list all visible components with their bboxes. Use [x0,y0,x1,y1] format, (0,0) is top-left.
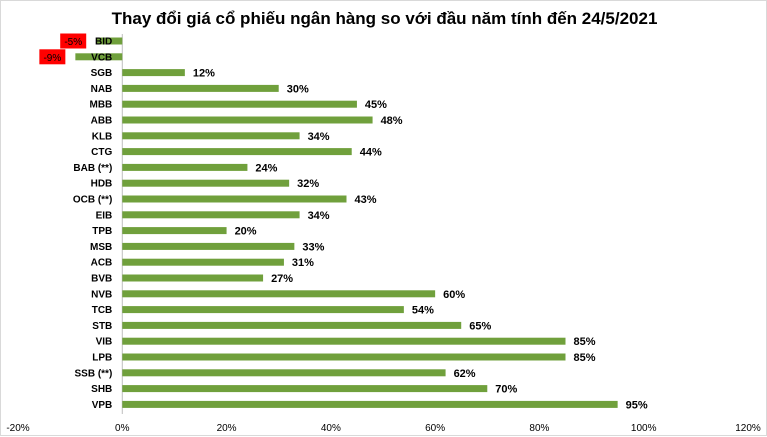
bar-ctg [122,148,352,156]
bar-lpb [122,353,566,361]
category-label: MBB [90,100,113,111]
category-label: VPB [92,400,113,411]
category-label: OCB (**) [73,195,112,206]
data-label: 32% [297,178,319,190]
data-label: 34% [308,210,330,222]
x-tick-label: 0% [115,423,130,434]
data-label: -9% [43,53,61,64]
data-label: 45% [365,99,387,111]
bar-tcb [122,306,404,314]
bar-ssb [122,369,446,377]
category-label: LPB [92,353,112,364]
category-label: VIB [96,337,113,348]
x-tick-label: 20% [217,423,237,434]
data-label: 27% [271,273,293,285]
x-tick-label: 120% [735,423,761,434]
chart-title: Thay đổi giá cổ phiếu ngân hàng so với đ… [111,9,658,28]
data-label: -5% [64,37,82,48]
category-label: NAB [91,84,113,95]
bar-nab [122,84,279,92]
x-tick-label: -20% [6,423,29,434]
category-label: CTG [91,147,112,158]
data-label: 20% [235,226,257,238]
bar-bvb [122,274,264,282]
category-label: TCB [92,305,113,316]
bar-vib [122,337,566,345]
data-label: 34% [308,131,330,143]
category-label: ACB [91,258,113,269]
bar-tpb [122,227,227,235]
bar-vcb [75,53,123,61]
data-label: 12% [193,68,215,80]
category-label: BID [95,37,112,48]
data-label: 85% [574,336,596,348]
x-tick-label: 60% [425,423,445,434]
category-label: SGB [91,68,113,79]
category-label: BAB (**) [73,163,112,174]
data-label: 48% [381,115,403,127]
bar-hdb [122,179,290,187]
bar-bid [96,37,123,45]
category-label: ABB [91,116,113,127]
bar-abb [122,116,373,124]
category-label: KLB [92,131,113,142]
bar-bab [122,163,248,171]
bar-msb [122,242,295,250]
category-label: HDB [91,179,113,190]
bar-klb [122,132,300,140]
data-label: 65% [469,320,491,332]
data-label: 54% [412,305,434,317]
category-label: TPB [92,226,112,237]
data-label: 43% [355,194,377,206]
x-tick-label: 80% [529,423,549,434]
category-label: SSB (**) [74,368,112,379]
bar-stb [122,321,462,329]
bar-vpb [122,400,618,408]
data-label: 60% [443,289,465,301]
category-label: MSB [90,242,112,253]
category-label: NVB [91,289,112,300]
data-label: 30% [287,83,309,95]
negative-value-label-bg [60,33,87,49]
bar-ocb [122,195,347,203]
bar-eib [122,211,300,219]
data-label: 33% [302,241,324,253]
bar-acb [122,258,284,266]
category-label: BVB [91,274,112,285]
data-label: 62% [454,368,476,380]
data-label: 24% [255,162,277,174]
category-label: EIB [96,210,113,221]
data-label: 31% [292,257,314,269]
bar-mbb [122,100,357,108]
x-tick-label: 100% [631,423,657,434]
data-label: 44% [360,147,382,159]
bar-shb [122,385,488,393]
data-label: 85% [574,352,596,364]
data-label: 70% [495,384,517,396]
category-label: VCB [91,52,112,63]
bar-nvb [122,290,436,298]
category-label: SHB [91,384,112,395]
bar-sgb [122,69,185,77]
data-label: 95% [626,399,648,411]
x-tick-label: 40% [321,423,341,434]
category-label: STB [92,321,112,332]
negative-value-label-bg [39,49,66,65]
